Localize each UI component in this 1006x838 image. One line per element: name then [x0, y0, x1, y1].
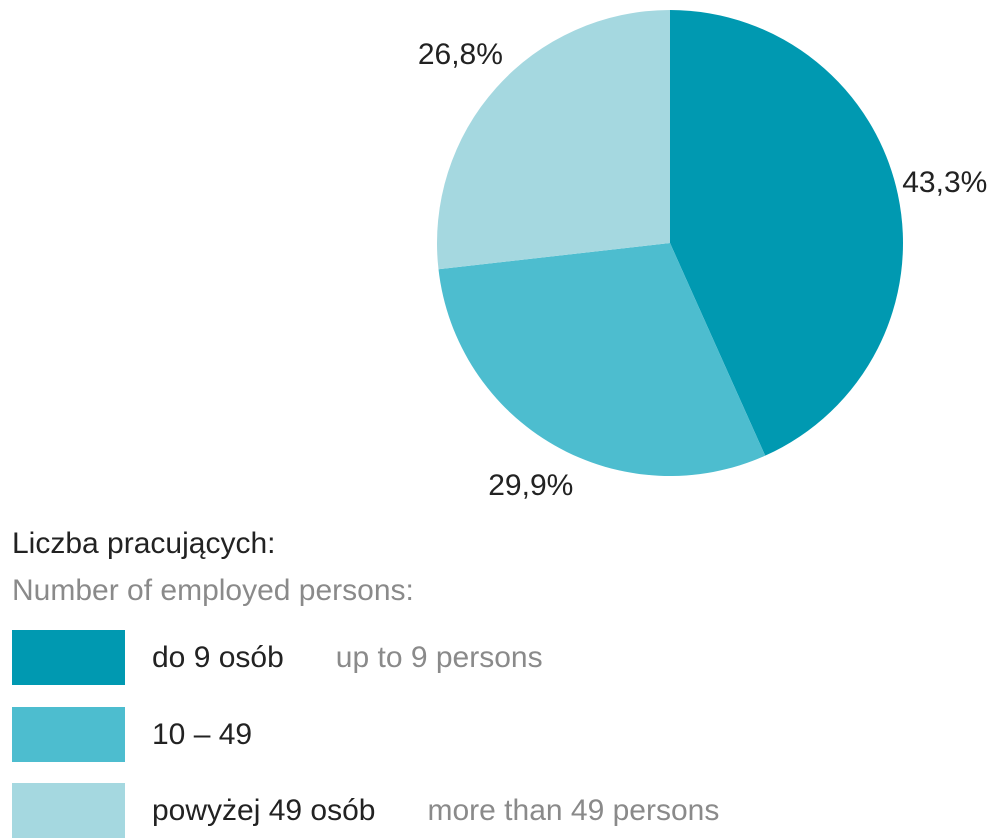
pie-slice	[670, 10, 903, 456]
legend-subtitle: Number of employed persons:	[12, 574, 414, 607]
pie-slice	[437, 10, 670, 270]
legend-translation: up to 9 persons	[336, 641, 543, 674]
data-label: 26,8%	[418, 38, 503, 71]
legend-title: Liczba pracujących:	[12, 527, 275, 560]
legend-translation: more than 49 persons	[427, 794, 719, 827]
legend-swatch	[12, 783, 125, 838]
data-label: 29,9%	[488, 469, 573, 502]
legend-label: 10 – 49	[152, 718, 252, 751]
legend-swatch	[12, 707, 125, 762]
legend-swatch	[12, 630, 125, 685]
legend-label: powyżej 49 osób	[152, 794, 375, 827]
pie-slice	[438, 243, 766, 476]
legend-label: do 9 osób	[152, 641, 284, 674]
data-label: 43,3%	[902, 166, 987, 199]
